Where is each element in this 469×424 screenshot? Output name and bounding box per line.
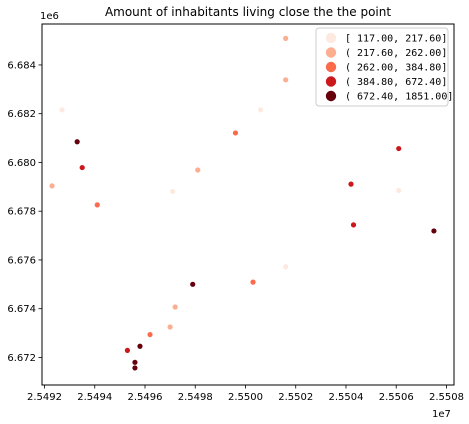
- x-tick-label: 2.5506: [379, 392, 414, 403]
- data-point: [75, 139, 80, 144]
- x-tick-label: 2.5494: [77, 392, 112, 403]
- data-point: [137, 344, 142, 349]
- y-tick-label: 6.676: [7, 255, 36, 266]
- data-point: [125, 348, 130, 353]
- x-tick-label: 2.5502: [278, 392, 313, 403]
- data-point: [283, 36, 288, 41]
- data-point: [348, 182, 353, 187]
- data-point: [396, 188, 401, 193]
- x-tick-label: 2.5508: [429, 392, 464, 403]
- x-tick-label: 2.5498: [178, 392, 213, 403]
- x-offset-label: 1e7: [432, 409, 451, 420]
- legend-marker: [326, 62, 336, 72]
- data-point: [190, 282, 195, 287]
- legend-label: [ 117.00, 217.60]: [345, 34, 447, 45]
- data-point: [351, 222, 356, 227]
- data-point: [95, 202, 100, 207]
- legend-label: ( 384.80, 672.40]: [345, 77, 447, 88]
- legend-marker: [326, 47, 336, 57]
- legend-marker: [326, 33, 336, 43]
- data-point: [147, 332, 152, 337]
- data-point: [431, 228, 436, 233]
- data-point: [170, 189, 175, 194]
- y-tick-label: 6.684: [7, 60, 36, 71]
- y-tick-label: 6.674: [7, 304, 36, 315]
- data-point: [250, 280, 255, 285]
- y-tick-label: 6.682: [7, 109, 36, 120]
- x-tick-label: 2.5496: [128, 392, 163, 403]
- y-tick-label: 6.678: [7, 207, 36, 218]
- legend-marker: [326, 76, 336, 86]
- x-tick-label: 2.5504: [328, 392, 363, 403]
- data-point: [258, 107, 263, 112]
- data-point: [49, 183, 54, 188]
- data-point: [132, 360, 137, 365]
- legend: [ 117.00, 217.60] ( 217.60, 262.00] ( 262.…: [316, 28, 453, 106]
- chart-title: Amount of inhabitants living close the t…: [105, 5, 391, 19]
- legend-label: ( 672.40, 1851.00]: [345, 92, 453, 103]
- data-point: [132, 365, 137, 370]
- data-point: [233, 130, 238, 135]
- data-point: [59, 107, 64, 112]
- legend-marker: [326, 91, 336, 101]
- legend-label: ( 217.60, 262.00]: [345, 48, 447, 59]
- data-point: [173, 304, 178, 309]
- y-tick-label: 6.672: [7, 353, 36, 364]
- x-tick-label: 2.5492: [27, 392, 62, 403]
- legend-label: ( 262.00, 384.80]: [345, 63, 447, 74]
- y-offset-label: 1e6: [40, 11, 59, 22]
- data-point: [80, 165, 85, 170]
- data-point: [168, 324, 173, 329]
- data-point: [283, 264, 288, 269]
- y-tick-label: 6.680: [7, 158, 36, 169]
- data-point: [195, 167, 200, 172]
- x-tick-label: 2.5500: [228, 392, 263, 403]
- data-point: [283, 77, 288, 82]
- data-point: [396, 146, 401, 151]
